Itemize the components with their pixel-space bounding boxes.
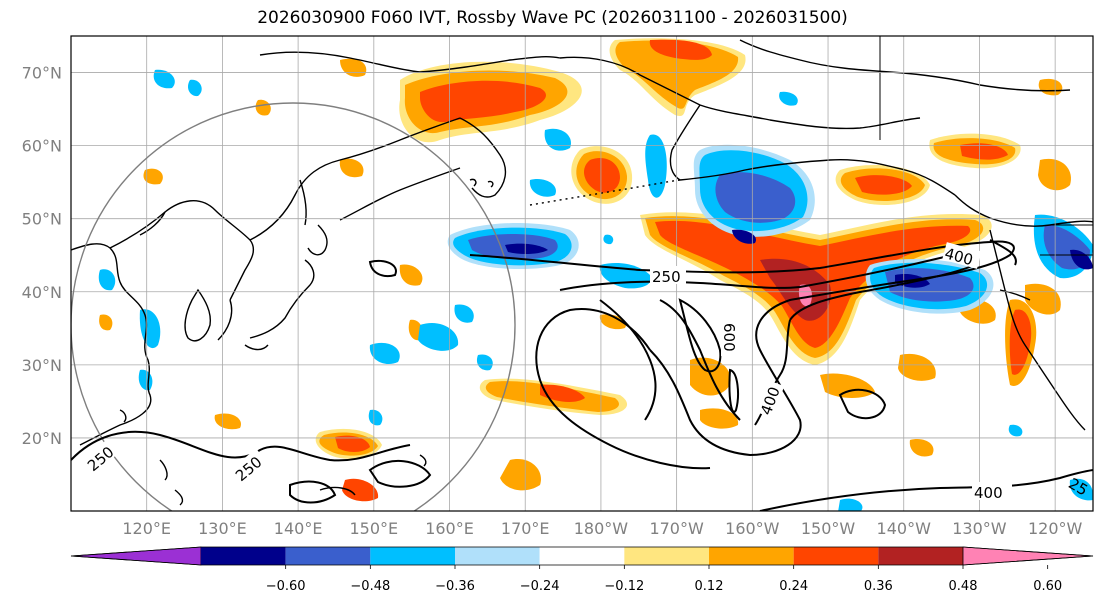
longitude-tick-label: 120°E	[122, 519, 171, 538]
longitude-tick-label: 130°W	[952, 519, 1007, 538]
colorbar-tick-label: 0.12	[695, 579, 724, 594]
longitude-tick-label: 160°E	[425, 519, 474, 538]
latitude-tick-label: 50°N	[22, 210, 62, 229]
colorbar-extend-high	[962, 546, 1094, 566]
colorbar-segment	[709, 547, 794, 565]
latitude-tick-label: 70°N	[22, 64, 62, 83]
longitude-labels: 120°E 130°E 140°E 150°E 160°E 170°E 180°W 170°W…	[122, 519, 1082, 538]
colorbar-segment	[370, 547, 455, 565]
colorbar-tick-label: 0.48	[949, 579, 978, 594]
colorbar-segment	[285, 547, 371, 565]
longitude-tick-label: 150°W	[801, 519, 856, 538]
latitude-tick-label: 30°N	[22, 356, 62, 375]
colorbar-segment	[793, 547, 879, 565]
longitude-tick-label: 170°W	[649, 519, 704, 538]
longitude-tick-label: 180°W	[574, 519, 629, 538]
longitude-tick-label: 170°E	[501, 519, 550, 538]
circle-outline	[71, 102, 516, 511]
colorbar-segment	[878, 547, 963, 565]
longitude-tick-label: 130°E	[198, 519, 247, 538]
colorbar-tick-label: 0.24	[779, 579, 808, 594]
colorbar-tick-label: −0.12	[604, 579, 644, 594]
colorbar-tick-label: −0.60	[266, 579, 306, 594]
colorbar-tick-label: −0.36	[435, 579, 475, 594]
longitude-tick-label: 140°E	[274, 519, 323, 538]
negative-anomaly-fill	[98, 69, 1093, 511]
map-content: 250 250 250 400 400 400 600 25	[71, 36, 1093, 511]
colorbar-segment	[455, 547, 540, 565]
latitude-tick-label: 40°N	[22, 283, 62, 302]
latitude-tick-label: 60°N	[22, 137, 62, 156]
coastlines	[71, 36, 1093, 506]
colorbar-tick-label: 0.60	[1033, 579, 1062, 594]
graticule	[71, 36, 1093, 511]
colorbar-outline	[70, 546, 1094, 566]
contour-label: 250	[652, 268, 681, 286]
longitude-tick-label: 120°W	[1028, 519, 1083, 538]
colorbar: −0.60 −0.48 −0.36 −0.24 −0.12 0.12 0.24 0.36 0.4…	[70, 546, 1094, 594]
longitude-tick-label: 160°W	[725, 519, 780, 538]
map-frame	[70, 35, 1094, 512]
longitude-tick-label: 140°W	[877, 519, 932, 538]
longitude-tick-label: 150°E	[349, 519, 398, 538]
colorbar-tick-label: 0.36	[864, 579, 893, 594]
colorbar-segment	[624, 547, 709, 565]
colorbar-tick-label: −0.24	[520, 579, 560, 594]
map-title: 2026030900 F060 IVT, Rossby Wave PC (202…	[257, 8, 848, 28]
contour-label: 600	[720, 323, 738, 352]
colorbar-segment	[201, 547, 286, 565]
ivt-contours	[71, 239, 1093, 511]
latitude-labels: 20°N 30°N 40°N 50°N 60°N 70°N	[22, 64, 62, 448]
contour-label: 400	[974, 484, 1003, 502]
latitude-tick-label: 20°N	[22, 429, 62, 448]
colorbar-tick-label: −0.48	[350, 579, 390, 594]
colorbar-extend-low	[70, 546, 202, 566]
colorbar-segment	[539, 547, 625, 565]
